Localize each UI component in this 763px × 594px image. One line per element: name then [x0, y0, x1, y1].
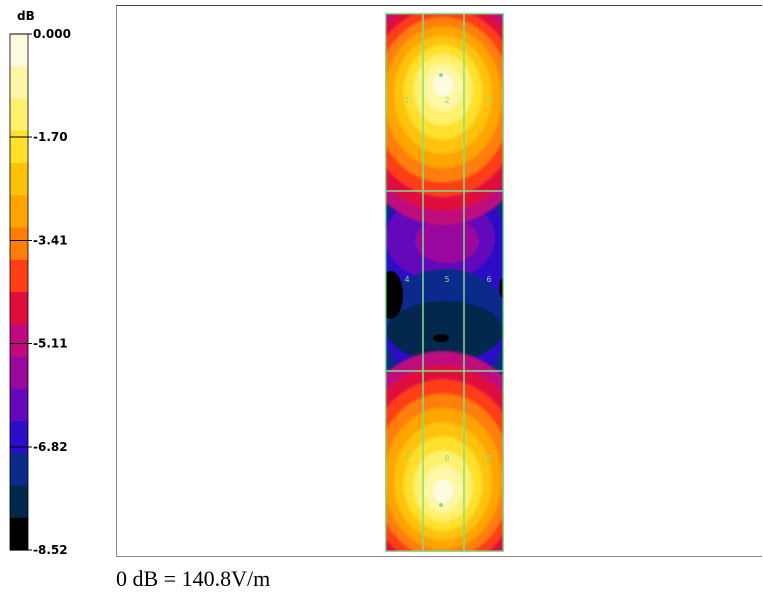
colorbar-tick-label: 0.000	[33, 27, 71, 41]
top-peak-marker	[439, 73, 443, 77]
colorbar-swatch	[10, 66, 28, 100]
mid-layer-darkblue	[387, 301, 503, 361]
colorbar-swatch	[10, 163, 28, 196]
plot-frame	[116, 5, 762, 557]
point-label: 8	[444, 454, 449, 463]
point-label: 1	[404, 96, 409, 105]
field-heatmap: 1 2 3 4 5 6 7 8 9	[385, 13, 504, 552]
left-dark-spot	[385, 271, 403, 319]
colorbar-swatch	[10, 195, 28, 229]
point-labels: 1 2 3 4 5 6 7 8 9	[404, 96, 491, 463]
colorbar-swatch	[10, 356, 28, 390]
colorbar-legend: dB 0.000 -1.70 -3.41 -5.11 -6.82 -8.52	[0, 0, 110, 560]
hotspot-contour	[433, 479, 453, 503]
colorbar-tick-label: -1.70	[33, 130, 68, 144]
measurement-grid	[385, 13, 504, 552]
colorbar-swatch	[10, 227, 28, 261]
colorbar-swatch	[10, 259, 28, 293]
colorbar-tick-label: -5.11	[33, 337, 68, 351]
bottom-hotspot	[385, 351, 504, 552]
point-label: 5	[444, 275, 449, 284]
colorbar-swatch	[10, 388, 28, 422]
colorbar-ticks: 0.000 -1.70 -3.41 -5.11 -6.82 -8.52	[10, 27, 71, 557]
colorbar-tick-label: -6.82	[33, 440, 68, 454]
point-label: 2	[444, 96, 449, 105]
colorbar-swatches	[9, 33, 29, 551]
colorbar-swatch	[10, 292, 28, 325]
point-label: 3	[486, 96, 491, 105]
colorbar-swatch	[10, 34, 28, 67]
reference-caption: 0 dB = 140.8V/m	[116, 566, 271, 591]
grid-border	[385, 13, 504, 552]
hotspot-contour	[433, 73, 453, 97]
colorbar-swatch	[10, 130, 28, 164]
colorbar-swatch	[10, 453, 28, 487]
colorbar-swatch	[10, 421, 28, 454]
bottom-peak-marker	[439, 503, 443, 507]
heatmap-middle-region	[385, 173, 504, 393]
colorbar-unit-label: dB	[17, 9, 35, 23]
point-label: 4	[404, 275, 409, 284]
point-label: 6	[486, 275, 491, 284]
colorbar-tick-label: -8.52	[33, 543, 68, 557]
colorbar-swatch	[10, 324, 28, 358]
point-label: 9	[486, 454, 491, 463]
colorbar-swatch	[10, 517, 28, 551]
point-label: 7	[404, 454, 409, 463]
center-min-spot	[433, 334, 449, 342]
mid-layer-purple	[415, 219, 479, 263]
colorbar-swatch	[10, 485, 28, 519]
colorbar-svg: dB 0.000 -1.70 -3.41 -5.11 -6.82 -8.52	[9, 9, 71, 557]
colorbar-tick-label: -3.41	[33, 234, 68, 248]
top-hotspot	[385, 13, 504, 225]
colorbar-swatch	[10, 98, 28, 132]
